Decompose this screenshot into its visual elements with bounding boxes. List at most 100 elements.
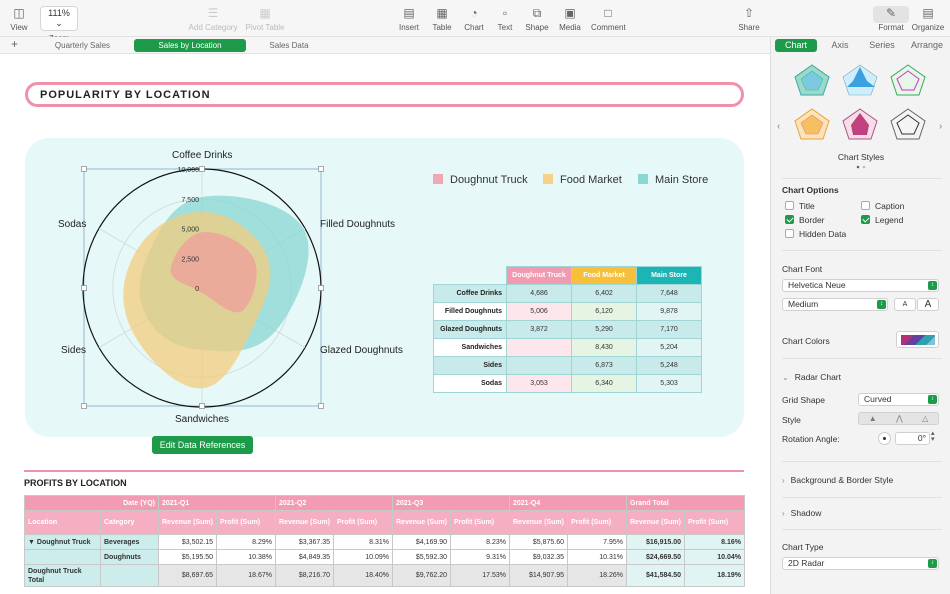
shadow-heading[interactable]: › Shadow: [782, 508, 822, 518]
organize-button[interactable]: ▤ Organize: [911, 6, 945, 32]
hidden-data-checkbox[interactable]: Hidden Data: [785, 229, 846, 239]
profit-header[interactable]: Profit (Sum): [216, 510, 276, 535]
table-cell[interactable]: 6,402: [571, 284, 637, 303]
table-cell[interactable]: $3,367.35: [275, 534, 334, 550]
table-cell[interactable]: 8.29%: [216, 534, 276, 550]
tab-arrange[interactable]: Arrange: [910, 40, 944, 50]
row-label[interactable]: Coffee Drinks: [433, 284, 507, 303]
title-box[interactable]: POPULARITY BY LOCATION: [25, 82, 744, 107]
table-cell[interactable]: $41,584.50: [626, 564, 685, 587]
header-doughnut-truck[interactable]: Doughnut Truck: [506, 266, 572, 285]
quarter-header[interactable]: 2021-Q2: [275, 495, 393, 511]
background-border-heading[interactable]: › Background & Border Style: [782, 475, 894, 485]
location-header[interactable]: Location: [24, 510, 101, 535]
style-points-icon[interactable]: △: [922, 414, 929, 423]
table-cell[interactable]: 5,290: [571, 320, 637, 339]
quarter-header[interactable]: 2021-Q4: [509, 495, 627, 511]
table-cell[interactable]: 6,873: [571, 356, 637, 375]
rotation-input[interactable]: 0°: [895, 432, 930, 445]
table-cell[interactable]: 6,120: [571, 302, 637, 321]
font-select[interactable]: Helvetica Neue ↕: [782, 279, 939, 292]
table-cell[interactable]: $3,502.15: [158, 534, 217, 550]
table-cell[interactable]: $4,169.90: [392, 534, 451, 550]
table-button[interactable]: ▦ Table: [430, 6, 454, 32]
profit-header[interactable]: Profit (Sum): [333, 510, 393, 535]
table-cell[interactable]: $8,697.65: [158, 564, 217, 587]
row-label[interactable]: Sodas: [433, 374, 507, 393]
tab-quarterly-sales[interactable]: Quarterly Sales: [54, 41, 111, 50]
location-cell[interactable]: [24, 549, 101, 565]
checkbox[interactable]: [785, 229, 794, 238]
table-cell[interactable]: [506, 338, 572, 357]
header-main-store[interactable]: Main Store: [636, 266, 702, 285]
table-cell[interactable]: 3,872: [506, 320, 572, 339]
media-button[interactable]: ▣ Media: [557, 6, 583, 32]
pivot-table[interactable]: Date (YQ) 2021-Q1 2021-Q2 2021-Q3 2021-Q…: [24, 495, 745, 587]
rotation-dial[interactable]: [878, 432, 891, 445]
table-cell[interactable]: 9.31%: [450, 549, 510, 565]
title-checkbox[interactable]: Title: [785, 201, 815, 211]
checkbox[interactable]: [861, 215, 870, 224]
grid-shape-select[interactable]: Curved ↕: [858, 393, 939, 406]
table-cell[interactable]: 9,878: [636, 302, 702, 321]
location-cell[interactable]: ▼ Doughnut Truck: [24, 534, 101, 550]
table-cell[interactable]: 5,248: [636, 356, 702, 375]
legend-checkbox[interactable]: Legend: [861, 215, 903, 225]
date-header[interactable]: Date (YQ): [24, 495, 159, 511]
table-cell[interactable]: 18.26%: [567, 564, 627, 587]
chart-data-table[interactable]: Doughnut Truck Food Market Main Store Co…: [433, 266, 702, 393]
row-label[interactable]: Sides: [433, 356, 507, 375]
category-cell[interactable]: Doughnuts: [100, 549, 159, 565]
table-cell[interactable]: $4,849.35: [275, 549, 334, 565]
table-cell[interactable]: 18.19%: [684, 564, 745, 587]
tab-sales-by-location[interactable]: Sales by Location: [134, 39, 246, 52]
insert-button[interactable]: ▤ Insert: [396, 6, 422, 32]
tab-sales-data[interactable]: Sales Data: [269, 41, 309, 50]
header-food-market[interactable]: Food Market: [571, 266, 637, 285]
table-cell[interactable]: 7.95%: [567, 534, 627, 550]
profit-header[interactable]: Profit (Sum): [567, 510, 627, 535]
chart-colors-picker[interactable]: [896, 331, 939, 348]
table-cell[interactable]: $9,032.35: [509, 549, 568, 565]
tab-series[interactable]: Series: [869, 40, 895, 50]
table-cell[interactable]: 5,303: [636, 374, 702, 393]
shape-button[interactable]: ⧉ Shape: [525, 6, 549, 32]
view-button[interactable]: ◫ View: [8, 6, 30, 32]
edit-data-references-button[interactable]: Edit Data References: [152, 436, 253, 454]
share-button[interactable]: ⇧ Share: [738, 6, 760, 32]
revenue-header[interactable]: Revenue (Sum): [509, 510, 568, 535]
table-cell[interactable]: $14,907.95: [509, 564, 568, 587]
table-cell[interactable]: 10.09%: [333, 549, 393, 565]
table-cell[interactable]: $8,216.70: [275, 564, 334, 587]
table-cell[interactable]: 10.38%: [216, 549, 276, 565]
table-cell[interactable]: $5,875.60: [509, 534, 568, 550]
format-button[interactable]: ✎ Format: [875, 6, 907, 32]
revenue-header[interactable]: Revenue (Sum): [626, 510, 685, 535]
chart-styles-grid[interactable]: ‹ › Chart Styles: [771, 57, 950, 177]
row-label[interactable]: Glazed Doughnuts: [433, 320, 507, 339]
table-cell[interactable]: $5,195.50: [158, 549, 217, 565]
text-button[interactable]: ▫ Text: [494, 6, 516, 32]
radar-chart-heading[interactable]: ⌄ Radar Chart: [782, 372, 842, 382]
table-cell[interactable]: 17.53%: [450, 564, 510, 587]
table-cell[interactable]: $16,915.00: [626, 534, 685, 550]
chart-button[interactable]: ◔ Chart: [462, 6, 486, 32]
grand-total-header[interactable]: Grand Total: [626, 495, 745, 511]
chart-type-select[interactable]: 2D Radar ↕: [782, 557, 939, 570]
table-cell[interactable]: $24,669.50: [626, 549, 685, 565]
quarter-header[interactable]: 2021-Q3: [392, 495, 510, 511]
table-cell[interactable]: 8,430: [571, 338, 637, 357]
category-cell[interactable]: [100, 564, 159, 587]
table-cell[interactable]: 5,006: [506, 302, 572, 321]
table-cell[interactable]: 3,053: [506, 374, 572, 393]
style-line-icon[interactable]: ⋀: [896, 414, 903, 423]
table-cell[interactable]: 5,204: [636, 338, 702, 357]
table-cell[interactable]: $5,592.30: [392, 549, 451, 565]
table-cell[interactable]: 8.16%: [684, 534, 745, 550]
category-cell[interactable]: Beverages: [100, 534, 159, 550]
comment-button[interactable]: □ Comment: [591, 6, 626, 32]
profit-header[interactable]: Profit (Sum): [684, 510, 745, 535]
row-label[interactable]: Filled Doughnuts: [433, 302, 507, 321]
font-smaller-button[interactable]: A: [894, 298, 916, 311]
